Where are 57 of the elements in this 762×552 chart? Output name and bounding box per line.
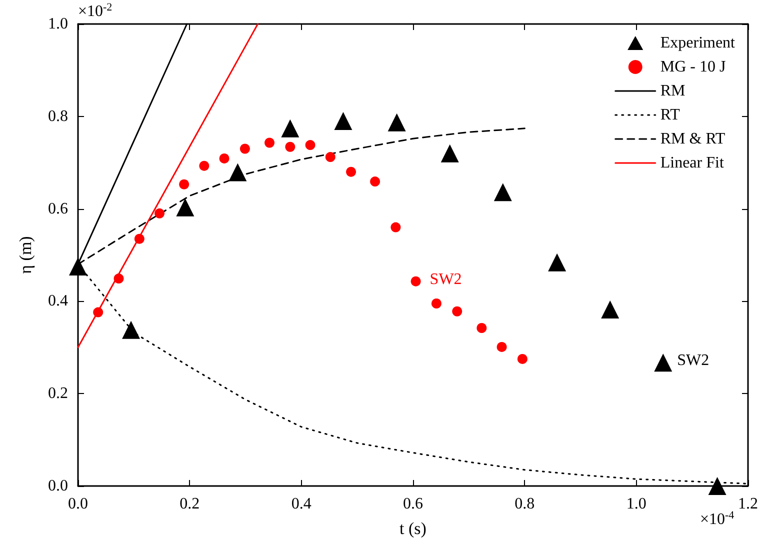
x-tick-label: 0.2 [180,496,200,512]
point [452,306,462,316]
legend-label: RM & RT [660,130,726,148]
point [496,342,507,352]
point [390,222,401,232]
x-tick-label: 0.6 [403,496,423,512]
point [69,258,87,276]
point [388,113,406,132]
point [476,323,487,333]
point [601,300,620,319]
legend-label: Experiment [660,34,736,52]
point [325,152,336,162]
point [494,183,512,202]
legend-label: Linear Fit [660,154,724,172]
point [431,298,442,309]
point [548,253,566,272]
y-tick-label: 0.6 [48,200,68,218]
point [517,354,528,364]
point [122,320,140,339]
point [93,307,104,318]
point [305,140,316,150]
point [264,138,275,148]
point [410,276,421,286]
y-tick-label: 0.4 [48,292,68,310]
point [134,234,144,244]
point [219,153,230,164]
point [228,163,247,182]
y-axis-title: η (m) [16,236,35,274]
x-tick-label: 1.2 [738,496,758,512]
y-tick-label: 1.0 [48,16,68,32]
x-tick-label: 1.0 [626,496,646,512]
point [281,119,300,138]
legend-label: MG - 10 J [660,58,726,76]
point [346,166,356,177]
point [654,354,672,372]
point [370,176,380,187]
y-tick-label: 0.2 [48,385,68,402]
point [179,179,190,190]
annotation: SW2 [677,352,710,370]
x-tick-label: 0.8 [514,496,535,512]
point [334,112,352,130]
point [114,274,124,284]
point [176,198,194,216]
x-tick-label: 0.4 [291,496,312,512]
y-tick-label: 0.0 [48,478,68,494]
x-axis-title: t (s) [400,519,426,538]
point [285,142,296,152]
x-tick-label: 0.0 [68,496,88,512]
point [240,144,250,154]
point [708,477,726,495]
point [154,208,165,218]
annotation: SW2 [430,270,462,288]
y-tick-label: 0.8 [48,108,68,125]
legend-label: RT [660,106,680,124]
legend-label: RM [660,82,686,100]
point [199,160,210,171]
point [440,144,459,162]
